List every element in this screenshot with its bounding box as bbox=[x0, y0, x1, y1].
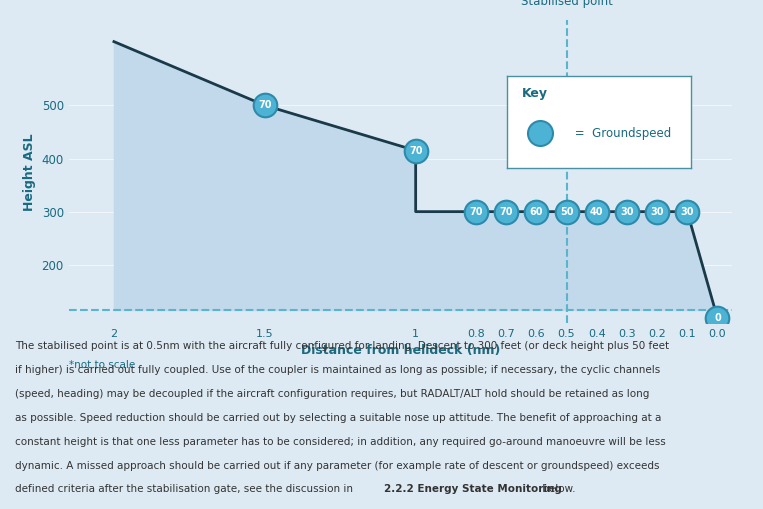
Text: below.: below. bbox=[539, 485, 576, 494]
Text: 70: 70 bbox=[409, 146, 423, 156]
Text: 30: 30 bbox=[681, 207, 694, 217]
Text: 30: 30 bbox=[620, 207, 633, 217]
Text: *not to scale: *not to scale bbox=[69, 359, 135, 370]
Text: 0: 0 bbox=[714, 313, 721, 323]
Text: constant height is that one less parameter has to be considered; in addition, an: constant height is that one less paramet… bbox=[15, 437, 666, 447]
Text: 2.2.2 Energy State Monitoring: 2.2.2 Energy State Monitoring bbox=[385, 485, 562, 494]
Text: 70: 70 bbox=[469, 207, 483, 217]
Text: if higher) is carried out fully coupled. Use of the coupler is maintained as lon: if higher) is carried out fully coupled.… bbox=[15, 365, 661, 375]
Text: 70: 70 bbox=[500, 207, 513, 217]
Text: =  Groundspeed: = Groundspeed bbox=[571, 127, 671, 139]
Text: 70: 70 bbox=[258, 100, 272, 110]
X-axis label: Distance from helideck (nm): Distance from helideck (nm) bbox=[301, 344, 501, 357]
Text: defined criteria after the stabilisation gate, see the discussion in: defined criteria after the stabilisation… bbox=[15, 485, 356, 494]
Y-axis label: Height ASL: Height ASL bbox=[23, 133, 36, 211]
Text: The stabilised point is at 0.5nm with the aircraft fully configured for landing.: The stabilised point is at 0.5nm with th… bbox=[15, 341, 669, 351]
Text: dynamic. A missed approach should be carried out if any parameter (for example r: dynamic. A missed approach should be car… bbox=[15, 461, 660, 470]
Text: 40: 40 bbox=[590, 207, 604, 217]
Text: 30: 30 bbox=[650, 207, 664, 217]
Text: 60: 60 bbox=[530, 207, 543, 217]
Text: 50: 50 bbox=[560, 207, 573, 217]
Text: (speed, heading) may be decoupled if the aircraft configuration requires, but RA: (speed, heading) may be decoupled if the… bbox=[15, 389, 649, 399]
Text: as possible. Speed reduction should be carried out by selecting a suitable nose : as possible. Speed reduction should be c… bbox=[15, 413, 662, 423]
Text: Stabilised point: Stabilised point bbox=[520, 0, 613, 8]
Text: Key: Key bbox=[522, 88, 548, 100]
